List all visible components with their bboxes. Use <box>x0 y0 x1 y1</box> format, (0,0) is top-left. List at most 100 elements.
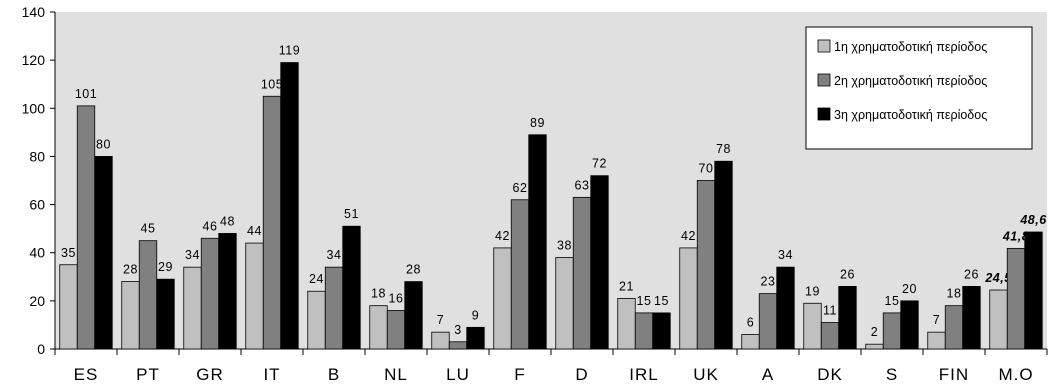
bar <box>758 293 778 350</box>
bar <box>927 331 946 350</box>
x-category-label: UK <box>693 365 719 384</box>
x-category-label: NL <box>384 365 408 384</box>
bar <box>900 300 919 350</box>
bar <box>989 289 1008 350</box>
data-label: 41,8 <box>1002 229 1029 243</box>
x-category-label: FIN <box>939 365 969 384</box>
bar <box>493 247 512 350</box>
y-tick-label: 100 <box>22 100 46 116</box>
legend-swatch <box>817 107 831 121</box>
data-label: 7 <box>933 313 940 327</box>
data-label: 78 <box>716 142 731 156</box>
legend-box <box>805 26 1033 150</box>
data-label: 42 <box>681 229 696 243</box>
data-label: 9 <box>472 308 479 322</box>
y-tick-label: 120 <box>22 52 46 68</box>
bar <box>121 281 140 350</box>
y-tick-label: 80 <box>29 148 45 164</box>
legend-label: 1η χρηματοδοτική περίοδος <box>834 40 987 54</box>
data-label: 20 <box>902 282 917 296</box>
data-label: 101 <box>75 87 97 101</box>
data-label: 28 <box>406 263 421 277</box>
bar <box>156 278 175 350</box>
data-label: 7 <box>437 313 444 327</box>
x-category-label: ES <box>74 365 99 384</box>
bar <box>962 286 981 350</box>
data-label: 62 <box>513 181 528 195</box>
data-label: 21 <box>619 279 634 293</box>
data-label: 105 <box>261 77 283 91</box>
data-label: 18 <box>947 287 962 301</box>
bar <box>803 302 822 350</box>
bar <box>431 331 450 350</box>
x-category-label: LU <box>446 365 470 384</box>
data-label: 48 <box>220 214 235 228</box>
bar <box>865 343 884 350</box>
bar <box>342 225 361 350</box>
data-label: 34 <box>778 248 793 262</box>
data-label: 24,5 <box>984 271 1012 285</box>
bar <box>386 310 406 350</box>
bar <box>617 298 636 350</box>
data-label: 28 <box>123 263 138 277</box>
bar <box>590 175 609 350</box>
x-category-label: IRL <box>629 365 658 384</box>
x-category-label: B <box>328 365 340 384</box>
bar <box>572 196 592 350</box>
data-label: 3 <box>454 323 461 337</box>
data-label: 24 <box>309 272 324 286</box>
data-label: 51 <box>344 207 359 221</box>
data-label: 11 <box>823 304 837 318</box>
legend-label: 2η χρηματοδοτική περίοδος <box>834 74 987 88</box>
bar <box>741 334 760 350</box>
x-category-label: A <box>762 365 774 384</box>
data-label: 15 <box>885 294 900 308</box>
data-label: 34 <box>185 248 200 262</box>
data-label: 6 <box>747 316 754 330</box>
bar <box>369 305 388 350</box>
data-label: 34 <box>327 248 342 262</box>
bar <box>59 264 78 350</box>
data-label: 26 <box>840 267 855 281</box>
data-label: 63 <box>575 178 590 192</box>
bar <box>696 180 716 350</box>
x-category-label: D <box>575 365 588 384</box>
data-label: 35 <box>61 246 76 260</box>
data-label: 89 <box>530 116 545 130</box>
bar <box>466 326 485 350</box>
y-tick-label: 40 <box>29 245 45 261</box>
data-label: 42 <box>495 229 510 243</box>
bar <box>448 341 468 350</box>
bar <box>404 281 423 350</box>
y-tick-label: 140 <box>22 4 46 20</box>
bar <box>138 240 158 350</box>
x-category-label: M.O <box>998 365 1033 384</box>
data-label: 15 <box>654 294 669 308</box>
data-label: 38 <box>557 239 572 253</box>
data-label: 19 <box>805 284 820 298</box>
x-category-label: S <box>886 365 898 384</box>
data-label: 45 <box>141 222 156 236</box>
y-tick-label: 60 <box>29 197 45 213</box>
bar <box>679 247 698 350</box>
x-category-label: DK <box>817 365 843 384</box>
bar <box>838 286 857 350</box>
bar <box>528 134 547 350</box>
x-category-label: GR <box>196 365 224 384</box>
data-label: 15 <box>637 294 652 308</box>
bar <box>510 199 530 350</box>
bar <box>714 160 733 350</box>
bar <box>1006 247 1026 350</box>
bar <box>183 266 202 350</box>
x-category-label: IT <box>263 365 280 384</box>
bar <box>76 105 96 350</box>
bar <box>776 266 795 350</box>
data-label: 46 <box>203 219 218 233</box>
bar <box>245 242 264 350</box>
bar <box>882 312 902 350</box>
data-label: 29 <box>158 260 173 274</box>
bar <box>280 62 299 350</box>
bar <box>1024 231 1043 350</box>
data-label: 2 <box>871 325 878 339</box>
